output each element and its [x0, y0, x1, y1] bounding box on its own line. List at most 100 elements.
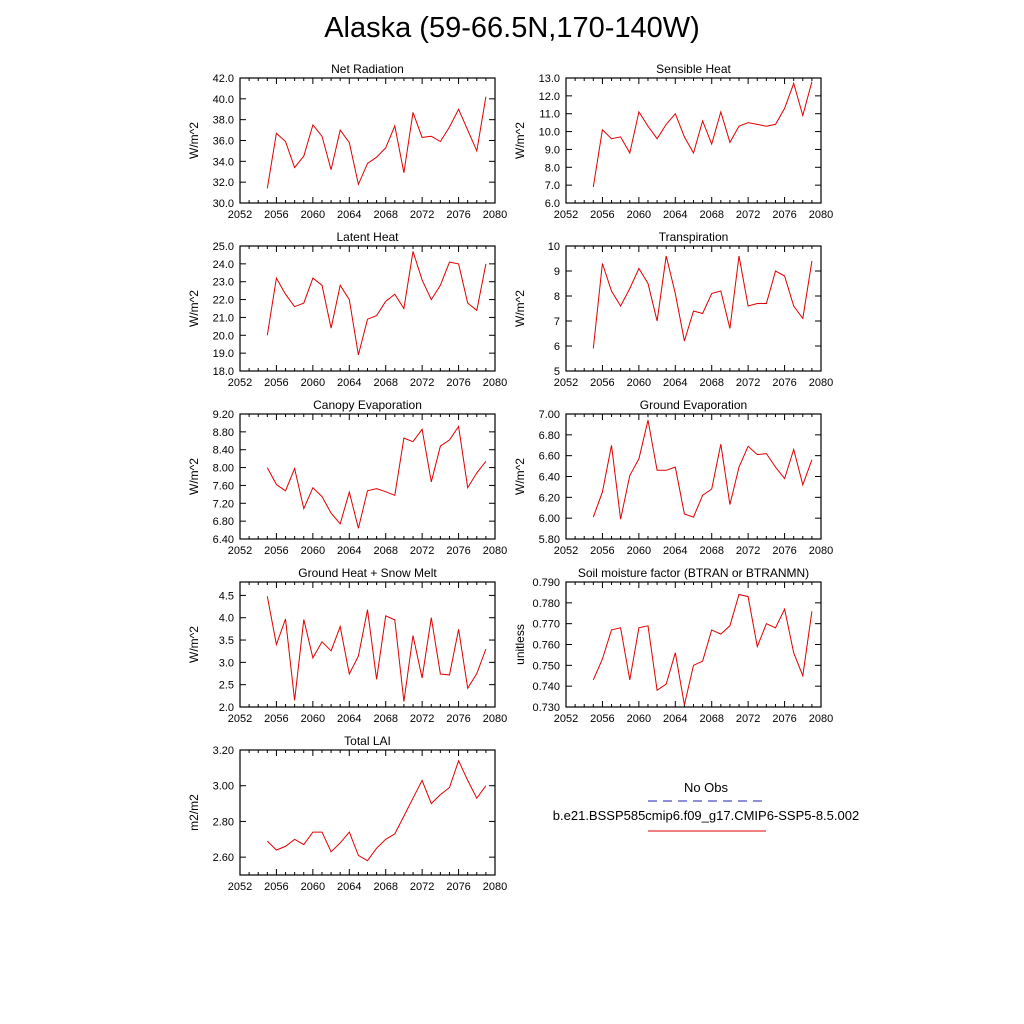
y-tick-label: 0.740 — [532, 681, 560, 693]
series-line-1 — [592, 81, 813, 187]
x-tick-label: 2060 — [301, 209, 325, 221]
figure-title: Alaska (59-66.5N,170-140W) — [324, 12, 700, 44]
x-tick-label: 2056 — [264, 881, 288, 893]
panel-title: Ground Evaporation — [640, 398, 747, 412]
panel-title: Soil moisture factor (BTRAN or BTRANMN) — [578, 566, 809, 580]
x-tick-label: 2068 — [699, 377, 723, 389]
y-tick-label: 21.0 — [213, 312, 234, 324]
y-tick-label: 6.20 — [539, 492, 560, 504]
x-tick-label: 2064 — [337, 713, 361, 725]
plot-frame — [239, 749, 496, 876]
plot-frame — [239, 245, 496, 372]
y-tick-label: 7.20 — [213, 498, 234, 510]
x-tick-label: 2076 — [772, 209, 796, 221]
y-tick-label: 8.0 — [545, 162, 560, 174]
y-tick-label: 2.80 — [213, 816, 234, 828]
x-tick-label: 2052 — [228, 545, 252, 557]
y-tick-label: 5 — [554, 366, 560, 378]
y-tick-label: 8.80 — [213, 427, 234, 439]
x-tick-label: 2068 — [373, 545, 397, 557]
x-tick-label: 2052 — [554, 377, 578, 389]
y-tick-label: 0.750 — [532, 660, 560, 672]
y-tick-label: 8 — [554, 291, 560, 303]
plot-frame — [239, 413, 496, 540]
x-tick-label: 2076 — [446, 377, 470, 389]
y-tick-label: 20.0 — [213, 330, 234, 342]
x-tick-label: 2064 — [337, 545, 361, 557]
x-tick-label: 2060 — [627, 209, 651, 221]
y-tick-label: 2.0 — [219, 702, 234, 714]
panel-6: Ground Evaporation W/m^2 2052 2056 2060 2064 2… — [513, 398, 833, 557]
y-tick-label: 10.0 — [539, 127, 560, 139]
y-tick-label: 6.80 — [213, 516, 234, 528]
y-tick-label: 8.00 — [213, 463, 234, 475]
x-tick-label: 2076 — [446, 209, 470, 221]
legend-model-label: b.e21.BSSP585cmip6.f09_g17.CMIP6-SSP5-8.… — [553, 808, 859, 823]
x-tick-label: 2056 — [264, 209, 288, 221]
x-tick-label: 2080 — [483, 209, 507, 221]
x-tick-label: 2080 — [483, 377, 507, 389]
panel-3: Latent Heat W/m^2 2052 2056 2060 2064 2068 2072… — [187, 230, 507, 389]
x-tick-label: 2076 — [446, 881, 470, 893]
x-tick-label: 2076 — [772, 377, 796, 389]
y-tick-label: 34.0 — [213, 156, 234, 168]
x-tick-label: 2072 — [410, 209, 434, 221]
x-tick-label: 2068 — [699, 545, 723, 557]
y-tick-label: 23.0 — [213, 277, 234, 289]
x-tick-label: 2068 — [373, 713, 397, 725]
series-line-1 — [592, 420, 813, 520]
y-tick-label: 25.0 — [213, 241, 234, 253]
y-tick-label: 30.0 — [213, 198, 234, 210]
x-tick-label: 2080 — [809, 545, 833, 557]
panel-7: Ground Heat + Snow Melt W/m^2 2052 2056 2060… — [187, 566, 507, 725]
series-line-1 — [592, 593, 813, 706]
y-tick-label: 8.40 — [213, 445, 234, 457]
x-tick-label: 2072 — [410, 545, 434, 557]
y-tick-label: 32.0 — [213, 177, 234, 189]
x-tick-label: 2052 — [228, 377, 252, 389]
series-line-1 — [266, 251, 487, 356]
y-tick-label: 6.00 — [539, 513, 560, 525]
y-tick-label: 7.60 — [213, 480, 234, 492]
x-tick-label: 2072 — [410, 881, 434, 893]
y-tick-label: 11.0 — [539, 109, 560, 121]
panel-1: Net Radiation W/m^2 2052 2056 2060 2064 2068 20… — [187, 62, 507, 221]
chart-panels: Net Radiation W/m^2 2052 2056 2060 2064 2068 20… — [187, 62, 833, 893]
x-tick-label: 2080 — [483, 713, 507, 725]
y-tick-label: 7.0 — [545, 180, 560, 192]
panel-title: Total LAI — [344, 734, 391, 748]
y-tick-label: 18.0 — [213, 366, 234, 378]
y-tick-label: 12.0 — [539, 91, 560, 103]
y-axis-label: unitless — [513, 624, 527, 665]
x-tick-label: 2056 — [590, 713, 614, 725]
panel-title: Canopy Evaporation — [313, 398, 422, 412]
series-line-1 — [266, 759, 487, 862]
x-tick-label: 2072 — [736, 713, 760, 725]
x-tick-label: 2064 — [337, 881, 361, 893]
x-tick-label: 2060 — [301, 545, 325, 557]
y-axis-label: m2/m2 — [187, 794, 201, 831]
x-tick-label: 2056 — [590, 209, 614, 221]
y-tick-label: 0.730 — [532, 702, 560, 714]
y-tick-label: 42.0 — [213, 73, 234, 85]
panel-8: Soil moisture factor (BTRAN or BTRANMN) u… — [513, 566, 833, 725]
series-line-1 — [266, 96, 487, 189]
y-tick-label: 4.5 — [219, 590, 234, 602]
x-tick-label: 2064 — [337, 377, 361, 389]
x-tick-label: 2052 — [554, 713, 578, 725]
x-tick-label: 2064 — [663, 713, 687, 725]
y-tick-label: 2.60 — [213, 852, 234, 864]
x-tick-label: 2076 — [772, 545, 796, 557]
x-tick-label: 2080 — [483, 881, 507, 893]
x-tick-label: 2064 — [663, 377, 687, 389]
y-tick-label: 3.00 — [213, 781, 234, 793]
y-tick-label: 40.0 — [213, 94, 234, 106]
y-tick-label: 6 — [554, 341, 560, 353]
plot-frame — [239, 581, 496, 708]
plot-frame — [239, 77, 496, 204]
plot-frame — [565, 581, 822, 708]
x-tick-label: 2056 — [264, 713, 288, 725]
x-tick-label: 2052 — [554, 545, 578, 557]
plot-frame — [565, 245, 822, 372]
